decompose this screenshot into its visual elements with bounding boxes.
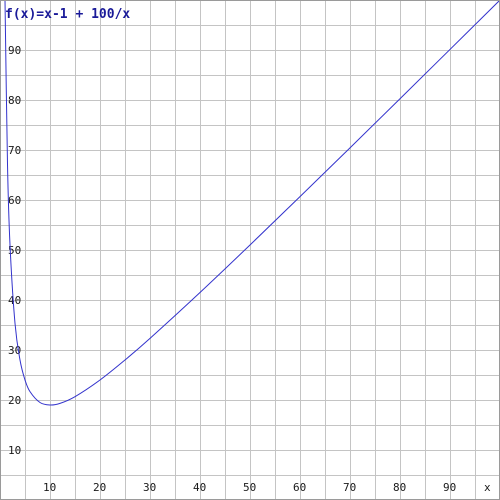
y-tick-label: 80 [8,94,21,107]
x-tick-label: 30 [143,481,156,494]
y-tick-label: 50 [8,244,21,257]
x-tick-label: 50 [243,481,256,494]
y-tick-label: 10 [8,444,21,457]
x-tick-label: 60 [293,481,306,494]
x-tick-label: 10 [43,481,56,494]
y-tick-label: 70 [8,144,21,157]
y-tick-label: 20 [8,394,21,407]
chart-title: f(x)=x-1 + 100/x [5,7,130,22]
y-tick-label: 40 [8,294,21,307]
x-tick-label: 70 [343,481,356,494]
y-tick-label: 60 [8,194,21,207]
x-axis-label: x [484,481,491,494]
y-tick-label: 90 [8,44,21,57]
series-group [4,0,500,406]
x-tick-label: 40 [193,481,206,494]
x-tick-label: 90 [443,481,456,494]
series-line [4,0,500,406]
x-tick-label: 80 [393,481,406,494]
x-tick-label: 20 [93,481,106,494]
